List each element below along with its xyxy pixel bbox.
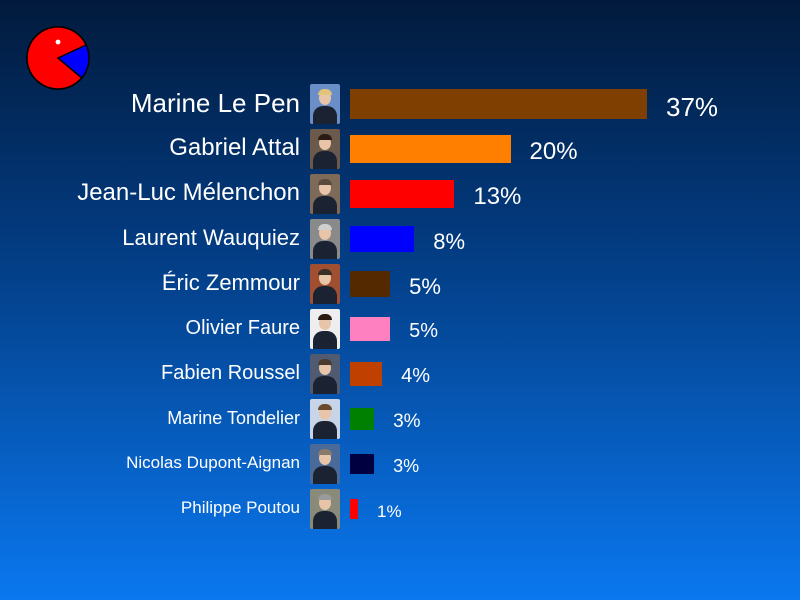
candidate-photo-poutou-icon bbox=[310, 489, 340, 529]
candidate-photo-zemmour-icon bbox=[310, 264, 340, 304]
value-label: 8% bbox=[433, 228, 465, 254]
bar bbox=[350, 271, 391, 297]
value-label: 1% bbox=[377, 501, 402, 521]
candidate-name-label: Fabien Roussel bbox=[161, 361, 300, 384]
value-label: 3% bbox=[393, 410, 421, 432]
value-label: 5% bbox=[409, 273, 441, 299]
candidate-photo-le-pen-icon bbox=[310, 84, 340, 124]
candidate-name-label: Marine Le Pen bbox=[130, 87, 300, 118]
bar bbox=[350, 180, 455, 208]
bar bbox=[350, 499, 359, 519]
candidate-name-label: Laurent Wauquiez bbox=[122, 225, 300, 251]
value-label: 3% bbox=[393, 456, 420, 477]
bar bbox=[350, 362, 383, 386]
candidate-photo-attal-icon bbox=[310, 129, 340, 169]
candidate-photo-faure-icon bbox=[310, 309, 340, 349]
candidate-photo-tondelier-icon bbox=[310, 399, 340, 439]
candidate-photo-wauquiez-icon bbox=[310, 219, 340, 259]
bar bbox=[350, 317, 391, 341]
bar bbox=[350, 226, 415, 252]
candidate-name-label: Gabriel Attal bbox=[169, 134, 300, 162]
pacman-pie-icon bbox=[26, 26, 90, 90]
candidate-name-label: Marine Tondelier bbox=[167, 407, 300, 428]
value-label: 20% bbox=[529, 137, 578, 165]
value-label: 5% bbox=[409, 320, 439, 342]
candidate-name-label: Nicolas Dupont-Aignan bbox=[126, 453, 300, 473]
bar bbox=[350, 135, 511, 163]
candidate-name-label: Olivier Faure bbox=[185, 316, 300, 339]
candidate-photo-melenchon-icon bbox=[310, 174, 340, 214]
candidate-name-label: Éric Zemmour bbox=[161, 270, 300, 296]
value-label: 13% bbox=[473, 182, 522, 210]
candidate-photo-dupont-aignan-icon bbox=[310, 444, 340, 484]
bar bbox=[350, 408, 375, 430]
bar bbox=[350, 454, 375, 474]
value-label: 4% bbox=[401, 365, 430, 387]
value-label: 37% bbox=[666, 91, 719, 122]
candidate-name-label: Jean-Luc Mélenchon bbox=[77, 179, 300, 207]
candidate-photo-roussel-icon bbox=[310, 354, 340, 394]
bar bbox=[350, 89, 647, 119]
candidate-name-label: Philippe Poutou bbox=[180, 498, 300, 518]
